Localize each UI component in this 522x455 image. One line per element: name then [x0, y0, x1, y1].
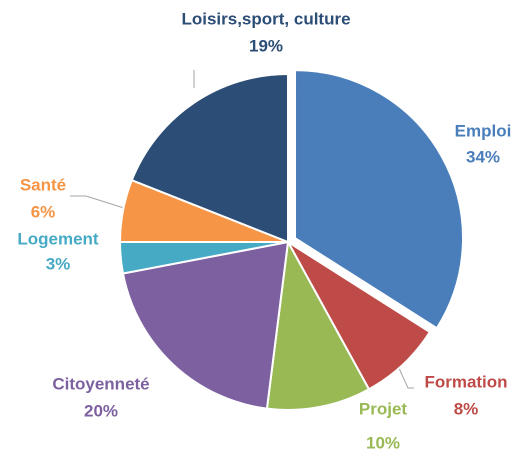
pie-slice — [294, 69, 465, 330]
value-label: 20% — [84, 401, 118, 420]
value-label: 10% — [366, 433, 400, 452]
slice-label: Santé — [20, 175, 66, 194]
value-label: 3% — [46, 254, 71, 273]
leader-line — [397, 365, 414, 389]
value-label: 19% — [249, 36, 283, 55]
slice-label: Citoyenneté — [52, 374, 149, 393]
pie-slice — [130, 72, 289, 244]
slice-label: Emploi — [455, 121, 512, 140]
leader-line — [70, 195, 125, 209]
slice-label: Loisirs,sport, culture — [181, 9, 350, 28]
slice-label: Formation — [424, 372, 507, 391]
slice-label: Logement — [17, 229, 99, 248]
value-label: 6% — [31, 202, 56, 221]
pie-slice — [121, 240, 290, 410]
slice-label: Projet — [359, 399, 408, 418]
value-label: 34% — [466, 147, 500, 166]
pie-slice — [265, 238, 371, 411]
value-label: 8% — [454, 399, 479, 418]
